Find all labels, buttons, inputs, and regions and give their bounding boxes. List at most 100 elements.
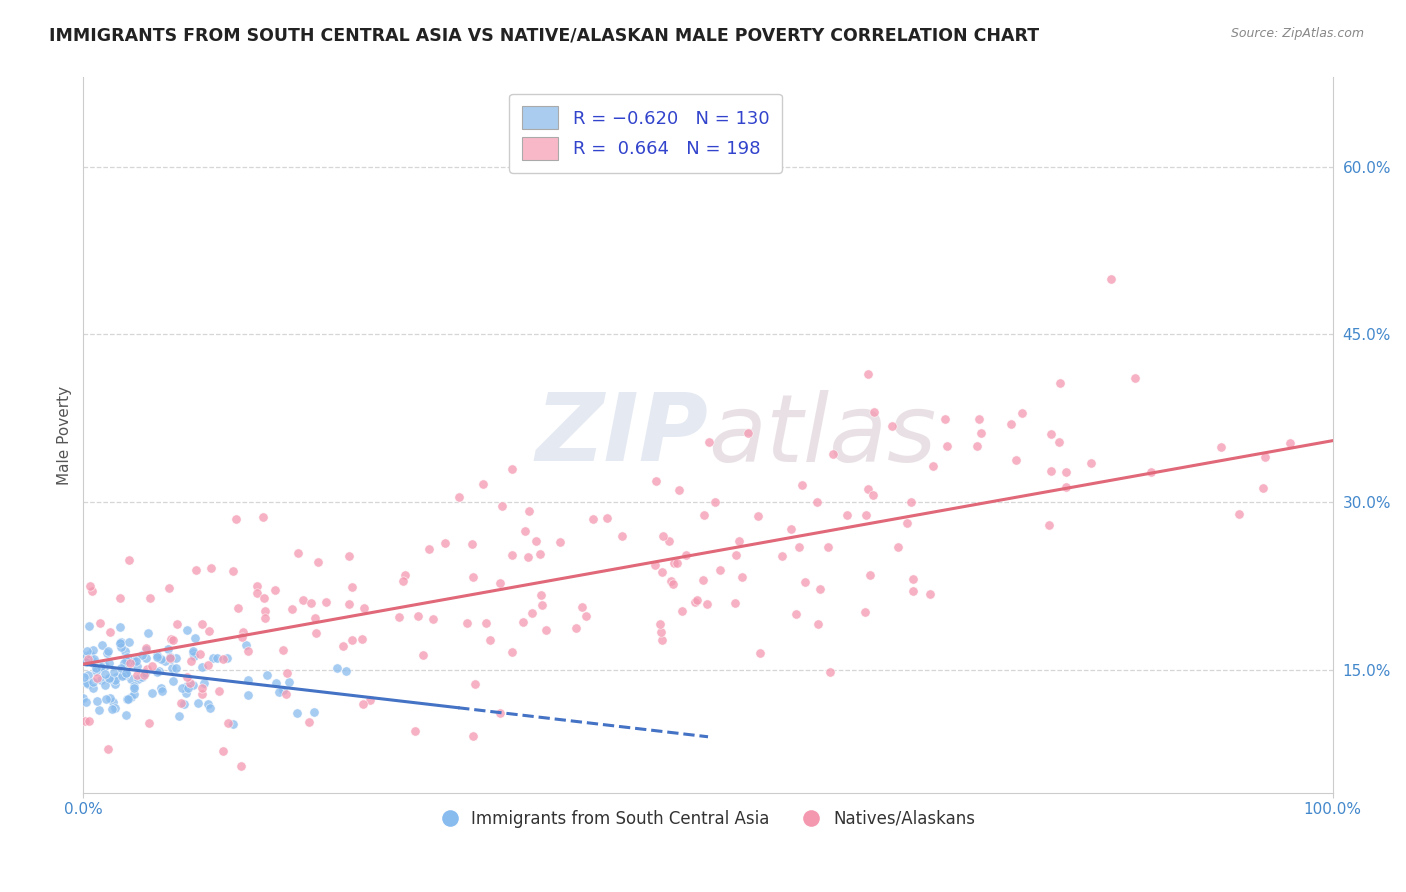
Point (922, 458, 945, 473)
Point (479, 632, 502, 647)
Point (896, 516, 918, 531)
Point (353, 600, 375, 615)
Point (475, 616, 498, 631)
Point (212, 652, 235, 666)
Point (770, 549, 793, 564)
Point (201, 650, 224, 665)
Point (211, 744, 233, 758)
Point (181, 643, 204, 657)
Point (501, 548, 523, 562)
Point (821, 447, 844, 461)
Point (125, 650, 148, 665)
Point (114, 644, 136, 658)
Point (285, 706, 308, 720)
Point (118, 635, 141, 649)
Point (651, 565, 673, 579)
Point (176, 670, 198, 684)
Point (460, 536, 482, 550)
Point (138, 716, 160, 731)
Point (880, 418, 903, 433)
Point (110, 634, 132, 648)
Point (785, 607, 807, 621)
Point (696, 597, 718, 611)
Point (1004, 453, 1026, 467)
Point (146, 650, 169, 665)
Point (75, 695, 97, 709)
Point (1039, 427, 1062, 442)
Point (512, 615, 534, 629)
Point (302, 705, 325, 719)
Point (692, 573, 714, 587)
Point (115, 666, 138, 681)
Point (807, 616, 830, 631)
Point (160, 661, 183, 675)
Point (1038, 518, 1060, 533)
Point (418, 541, 440, 556)
Point (127, 668, 149, 682)
Point (1099, 271, 1122, 285)
Point (83, 651, 105, 665)
Point (665, 556, 688, 570)
Point (222, 717, 245, 731)
Point (162, 633, 184, 648)
Point (661, 574, 683, 589)
Point (966, 439, 988, 453)
Point (856, 367, 879, 381)
Point (808, 582, 831, 596)
Point (173, 697, 195, 711)
Point (94, 667, 117, 681)
Point (176, 623, 198, 637)
Point (231, 630, 253, 644)
Point (271, 683, 294, 698)
Point (817, 540, 839, 554)
Point (104, 701, 127, 715)
Point (433, 536, 456, 550)
Point (135, 643, 157, 657)
Point (97, 742, 120, 756)
Point (595, 511, 617, 525)
Point (388, 609, 411, 624)
Point (103, 695, 125, 709)
Point (117, 692, 139, 706)
Point (135, 651, 157, 665)
Point (96, 646, 118, 660)
Point (253, 604, 276, 618)
Point (180, 654, 202, 668)
Point (77, 619, 100, 633)
Point (658, 533, 681, 548)
Point (94, 692, 117, 706)
Point (969, 412, 991, 426)
Point (184, 563, 207, 577)
Point (111, 668, 134, 682)
Point (110, 640, 132, 654)
Point (215, 651, 238, 665)
Point (787, 540, 810, 554)
Point (114, 708, 136, 723)
Point (159, 651, 181, 665)
Point (517, 549, 540, 564)
Point (1011, 406, 1033, 420)
Point (190, 660, 212, 674)
Point (236, 688, 259, 702)
Point (122, 687, 145, 701)
Point (394, 567, 416, 582)
Legend: Immigrants from South Central Asia, Natives/Alaskans: Immigrants from South Central Asia, Nati… (434, 803, 981, 834)
Point (671, 604, 693, 618)
Point (208, 684, 231, 698)
Point (190, 616, 212, 631)
Point (675, 548, 697, 562)
Point (131, 648, 153, 662)
Point (79, 647, 101, 661)
Point (703, 495, 725, 509)
Point (1251, 481, 1274, 495)
Point (612, 529, 634, 543)
Point (90, 660, 112, 674)
Point (340, 580, 363, 594)
Point (104, 673, 127, 687)
Point (104, 677, 127, 691)
Point (856, 482, 879, 496)
Point (644, 475, 666, 489)
Point (464, 677, 486, 691)
Point (683, 595, 706, 609)
Point (77, 676, 100, 690)
